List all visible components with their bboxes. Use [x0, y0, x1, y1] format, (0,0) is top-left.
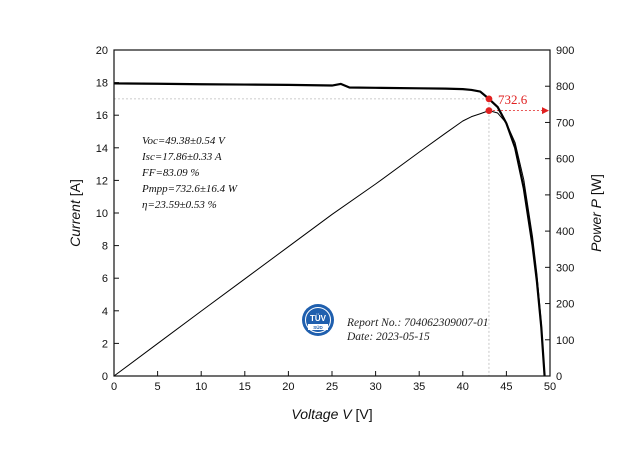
param-ff: FF=83.09 %: [141, 167, 200, 179]
mpp-arrow-head: [542, 107, 549, 115]
x-axis-ticks: 0 5 10 15 20 25 30 35 40 45 50: [111, 371, 556, 393]
y-tick-label: 2: [102, 338, 108, 350]
x-axis-title: Voltage V [V]: [291, 406, 372, 422]
y-tick-label: 0: [102, 371, 108, 383]
mpp-power-label: 732.6: [498, 92, 528, 107]
mpp-markers: [485, 95, 493, 115]
y2-tick-label: 900: [556, 45, 574, 57]
x-tick-label: 40: [457, 381, 469, 393]
y-axis-ticks: 0 2 4 6 8 10 12 14 16 18 20: [96, 45, 119, 383]
y-tick-label: 12: [96, 175, 108, 187]
mpp-current-point: [485, 95, 493, 103]
power-curve-line: [113, 110, 546, 377]
param-isc: Isc=17.86±0.33 A: [141, 151, 222, 163]
x-tick-label: 0: [111, 381, 117, 393]
y-tick-label: 20: [96, 45, 108, 57]
y2-tick-label: 500: [556, 190, 574, 202]
y-tick-label: 4: [102, 306, 108, 318]
param-eta: η=23.59±0.53 %: [142, 199, 217, 211]
y-tick-label: 16: [96, 110, 108, 122]
parameter-block: Voc=49.38±0.54 V Isc=17.86±0.33 A FF=83.…: [141, 135, 238, 211]
y2-tick-label: 100: [556, 335, 574, 347]
plot-frame: [113, 49, 551, 377]
current-curve-line: [113, 82, 546, 377]
x-tick-label: 25: [326, 381, 338, 393]
x-tick-label: 45: [500, 381, 512, 393]
x-tick-label: 5: [155, 381, 161, 393]
y-tick-label: 14: [96, 143, 108, 155]
y2-tick-label: 300: [556, 262, 574, 274]
y-tick-label: 10: [96, 208, 108, 220]
y2-tick-label: 600: [556, 154, 574, 166]
mpp-power-point: [485, 107, 493, 115]
report-date: Date: 2023-05-15: [346, 331, 430, 343]
y2-tick-label: 400: [556, 226, 574, 238]
y2-tick-label: 700: [556, 117, 574, 129]
y2-axis-title: Power P [W]: [588, 174, 604, 252]
x-tick-label: 30: [369, 381, 381, 393]
y2-tick-label: 0: [556, 371, 562, 383]
y-tick-label: 8: [102, 241, 108, 253]
curve-layer: [113, 82, 546, 377]
x-tick-label: 15: [239, 381, 251, 393]
report-number: Report No.: 704062309007-01: [346, 317, 489, 329]
y-tick-label: 6: [102, 273, 108, 285]
y2-tick-label: 200: [556, 299, 574, 311]
x-tick-label: 35: [413, 381, 425, 393]
y2-tick-label: 800: [556, 81, 574, 93]
param-pmpp: Pmpp=732.6±16.4 W: [141, 183, 238, 195]
x-tick-label: 50: [544, 381, 556, 393]
param-voc: Voc=49.38±0.54 V: [142, 135, 226, 147]
svg-text:TÜV: TÜV: [310, 314, 327, 323]
tuv-logo: TÜV SÜD: [302, 304, 334, 336]
x-tick-label: 10: [195, 381, 207, 393]
svg-text:SÜD: SÜD: [313, 324, 323, 330]
y-tick-label: 18: [96, 78, 108, 90]
x-tick-label: 20: [282, 381, 294, 393]
y-axis-title: Current [A]: [67, 179, 83, 247]
